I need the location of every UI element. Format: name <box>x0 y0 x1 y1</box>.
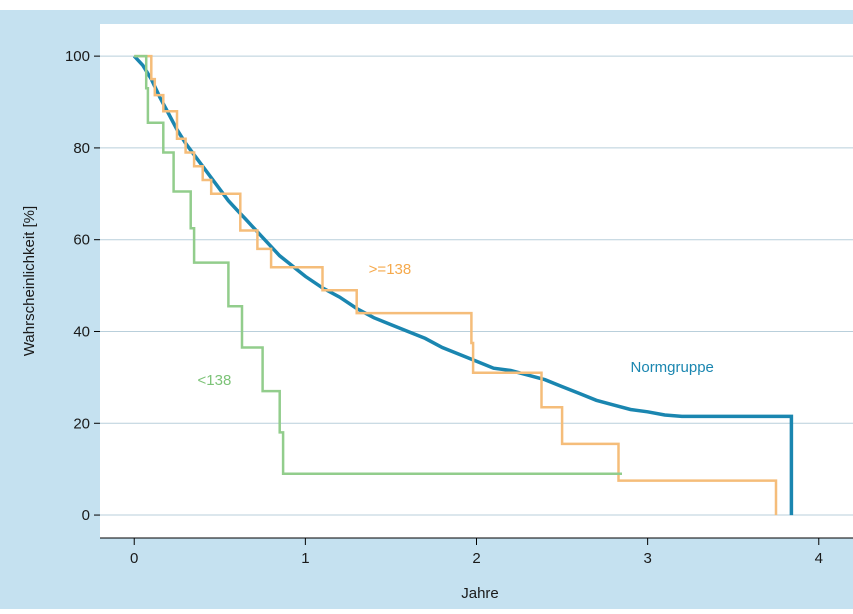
y-tick-label-20: 20 <box>73 415 90 432</box>
axis-ticks: 0 20 40 60 80 100 0 1 2 3 4 <box>65 48 823 567</box>
annotation-lt138: <138 <box>198 372 232 389</box>
y-tick-label-100: 100 <box>65 48 90 65</box>
y-axis-label: Wahrscheinlichkeit [%] <box>21 206 38 356</box>
series-line-ge138 <box>134 54 778 516</box>
x-tick-label-2: 2 <box>472 550 480 567</box>
x-tick-label-0: 0 <box>130 550 138 567</box>
plot-area <box>100 24 853 538</box>
annotations: >=138 <138 Normgruppe <box>198 261 714 389</box>
annotation-ge138: >=138 <box>369 261 412 278</box>
annotation-normgruppe: Normgruppe <box>631 359 714 376</box>
x-axis-label: Jahre <box>461 585 499 602</box>
x-tick-label-3: 3 <box>643 550 651 567</box>
y-tick-label-0: 0 <box>82 507 90 524</box>
y-tick-label-60: 60 <box>73 232 90 249</box>
series-line-lt138 <box>134 54 622 476</box>
grid-lines <box>100 55 853 516</box>
y-tick-label-80: 80 <box>73 140 90 157</box>
series-group <box>132 54 794 516</box>
x-tick-label-4: 4 <box>815 550 823 567</box>
x-tick-label-1: 1 <box>301 550 309 567</box>
y-tick-label-40: 40 <box>73 323 90 340</box>
